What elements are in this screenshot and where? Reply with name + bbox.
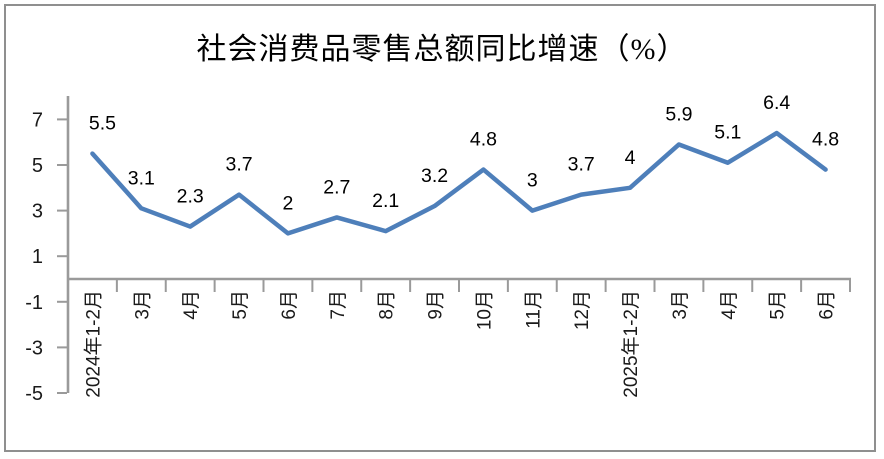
y-tick-label: 7	[32, 109, 43, 131]
data-label: 4	[625, 147, 636, 169]
x-tick-label: 5月	[230, 290, 251, 320]
chart-frame	[4, 4, 876, 452]
y-tick-label: 5	[32, 155, 43, 177]
y-tick-label: 3	[32, 201, 43, 223]
x-tick-label: 3月	[132, 290, 153, 320]
x-tick-label: 3月	[670, 290, 691, 320]
x-tick-label: 2024年1-2月	[82, 290, 104, 398]
data-label: 5.1	[714, 122, 741, 144]
x-tick-label: 4月	[181, 290, 202, 320]
data-label: 4.8	[470, 129, 497, 151]
x-tick-label: 7月	[328, 290, 349, 320]
data-label: 3.1	[128, 167, 155, 189]
data-label: 3.7	[568, 154, 595, 176]
x-tick-label: 6月	[279, 290, 300, 320]
data-label: 3.7	[226, 154, 253, 176]
x-tick-label: 9月	[426, 290, 447, 320]
x-tick-label: 2025年1-2月	[620, 290, 642, 398]
data-label: 2.7	[323, 176, 350, 198]
x-tick-label: 8月	[377, 290, 398, 320]
x-tick-label: 12月	[572, 290, 593, 330]
data-label: 4.8	[812, 129, 839, 151]
data-label: 2.1	[372, 190, 399, 212]
data-label: 3.2	[421, 165, 448, 187]
y-tick-label: -5	[25, 383, 43, 405]
x-tick-label: 5月	[768, 290, 789, 320]
x-tick-label: 4月	[719, 290, 740, 320]
x-tick-label: 6月	[817, 290, 838, 320]
data-label: 6.4	[763, 92, 790, 114]
data-label: 5.5	[89, 113, 116, 135]
x-tick-label: 10月	[474, 290, 495, 330]
y-tick-label: -1	[25, 292, 43, 314]
data-label: 2.3	[177, 186, 204, 208]
data-label: 5.9	[665, 103, 692, 125]
x-tick-label: 11月	[523, 290, 544, 329]
chart-title: 社会消费品零售总额同比增速（%）	[196, 33, 688, 66]
data-label: 2	[283, 192, 294, 214]
data-label: 3	[527, 170, 538, 192]
series-line	[90, 130, 828, 236]
y-tick-label: -3	[25, 337, 43, 359]
y-tick-label: 1	[32, 246, 43, 268]
